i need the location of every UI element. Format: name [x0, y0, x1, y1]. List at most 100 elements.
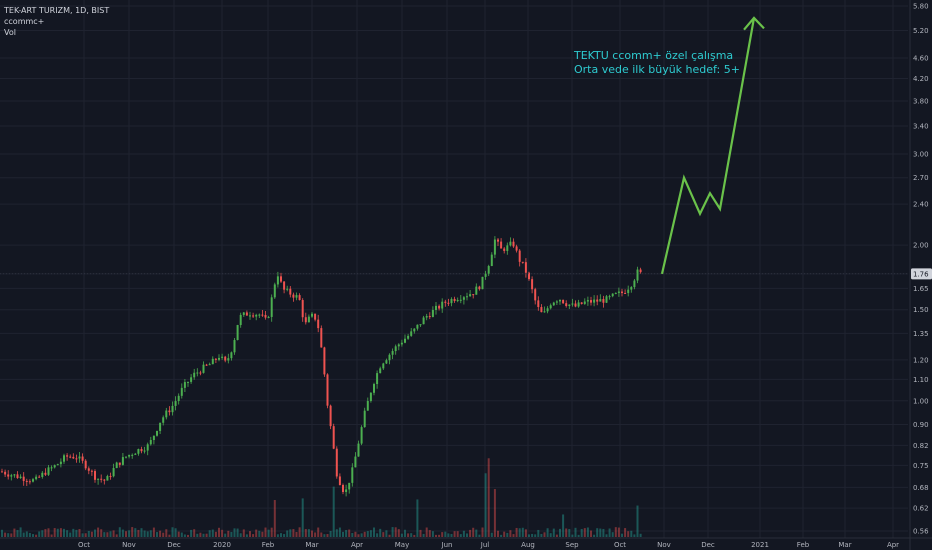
- volume-bar: [112, 530, 115, 537]
- candle: [112, 463, 115, 478]
- volume-label[interactable]: Vol: [4, 28, 16, 37]
- volume-bar: [230, 531, 233, 537]
- time-tick-label: Oct: [614, 541, 626, 549]
- volume-bar: [50, 534, 53, 537]
- candle: [639, 267, 642, 274]
- volume-bar: [208, 530, 211, 537]
- candle: [388, 353, 391, 365]
- annotation-line-2: Orta vede ilk büyük hedef: 5+: [574, 63, 740, 76]
- volume-bar: [400, 533, 403, 537]
- candle: [431, 306, 434, 318]
- volume-bar: [28, 532, 31, 537]
- candle: [19, 474, 22, 479]
- candle: [183, 378, 186, 393]
- volume-bar: [109, 531, 112, 537]
- candle: [549, 303, 552, 310]
- candle: [7, 470, 10, 480]
- candle: [208, 362, 211, 366]
- volume-bar: [376, 533, 379, 537]
- candle: [546, 306, 549, 314]
- volume-bar: [549, 533, 552, 537]
- candle: [16, 471, 19, 479]
- volume-bar: [478, 534, 481, 537]
- candle: [44, 468, 47, 477]
- candle: [521, 261, 524, 264]
- candle: [416, 324, 419, 331]
- indicator-label[interactable]: ccommc+: [4, 17, 45, 26]
- candle: [459, 295, 462, 304]
- candle: [394, 344, 397, 355]
- candle: [59, 458, 62, 468]
- candle: [531, 276, 534, 294]
- volume-bar: [47, 528, 50, 537]
- time-axis[interactable]: Oct Nov Dec 2020 Feb Mar Apr May Jun Jul Aug Sep Oct…: [0, 537, 932, 549]
- candle: [559, 299, 561, 305]
- volume-bar: [41, 530, 44, 537]
- candle: [165, 407, 168, 420]
- candle: [81, 453, 84, 464]
- candle: [590, 296, 592, 306]
- volume-bar: [286, 530, 289, 537]
- candle: [633, 279, 636, 290]
- volume-bar: [202, 533, 205, 537]
- candle: [233, 338, 236, 355]
- candle: [66, 453, 69, 461]
- volume-bar: [332, 486, 335, 537]
- candle: [317, 314, 320, 333]
- time-tick-label: Jun: [441, 541, 453, 549]
- candle: [456, 297, 459, 303]
- volume-bar: [366, 531, 369, 537]
- volume-bar: [394, 527, 397, 537]
- volume-bar: [242, 529, 245, 537]
- candle: [72, 453, 75, 460]
- volume-bar: [428, 530, 431, 537]
- candle: [323, 346, 326, 377]
- chart-legend: TEK-ART TURIZM, 1D, BIST ccommc+ Vol: [4, 5, 109, 38]
- candle: [490, 252, 493, 267]
- time-tick-label: Mar: [838, 541, 851, 549]
- candle: [10, 473, 13, 481]
- volume-bar: [314, 532, 317, 537]
- volume-bar: [422, 533, 425, 537]
- volume-bar: [162, 532, 165, 537]
- candle: [276, 271, 279, 288]
- candle: [475, 283, 478, 295]
- volume-bar: [115, 534, 118, 537]
- candle: [438, 304, 441, 311]
- candle: [450, 297, 453, 307]
- candle: [484, 270, 487, 280]
- volume-bar: [586, 527, 589, 537]
- candle: [224, 355, 227, 363]
- volume-bar: [462, 530, 465, 537]
- candle: [90, 469, 93, 476]
- price-axis[interactable]: 5.80 5.20 4.60 4.20 3.80 3.40 3.00 2.70 2.40 2.00…: [909, 0, 929, 550]
- volume-bar: [630, 530, 633, 537]
- volume-bar: [22, 532, 25, 537]
- candle: [562, 299, 565, 304]
- volume-bar: [407, 533, 410, 537]
- volume-bar: [348, 529, 351, 537]
- time-tick-label: Dec: [167, 541, 181, 549]
- candle: [249, 311, 251, 320]
- chart-annotation[interactable]: TEKTU ccomm+ özel çalışma Orta vede ilk …: [574, 49, 740, 77]
- candle: [78, 451, 81, 463]
- volume-bar: [131, 527, 134, 537]
- candle: [391, 348, 394, 360]
- symbol-title[interactable]: TEK-ART TURIZM, 1D, BIST: [4, 6, 110, 15]
- candle: [568, 304, 571, 309]
- projection-arrow: [660, 16, 765, 275]
- candle: [621, 288, 623, 297]
- candle: [379, 366, 382, 374]
- candle: [180, 383, 183, 399]
- volume-bar: [258, 530, 261, 537]
- current-price-label: 1.76: [913, 270, 929, 278]
- volume-bar: [540, 533, 543, 537]
- candle: [497, 238, 499, 247]
- candle: [314, 313, 317, 322]
- price-tick-label: 1.00: [913, 397, 929, 405]
- candle: [289, 286, 292, 298]
- volume-bar: [193, 529, 196, 537]
- volume-bar: [497, 530, 499, 537]
- time-tick-label: Mar: [305, 541, 318, 549]
